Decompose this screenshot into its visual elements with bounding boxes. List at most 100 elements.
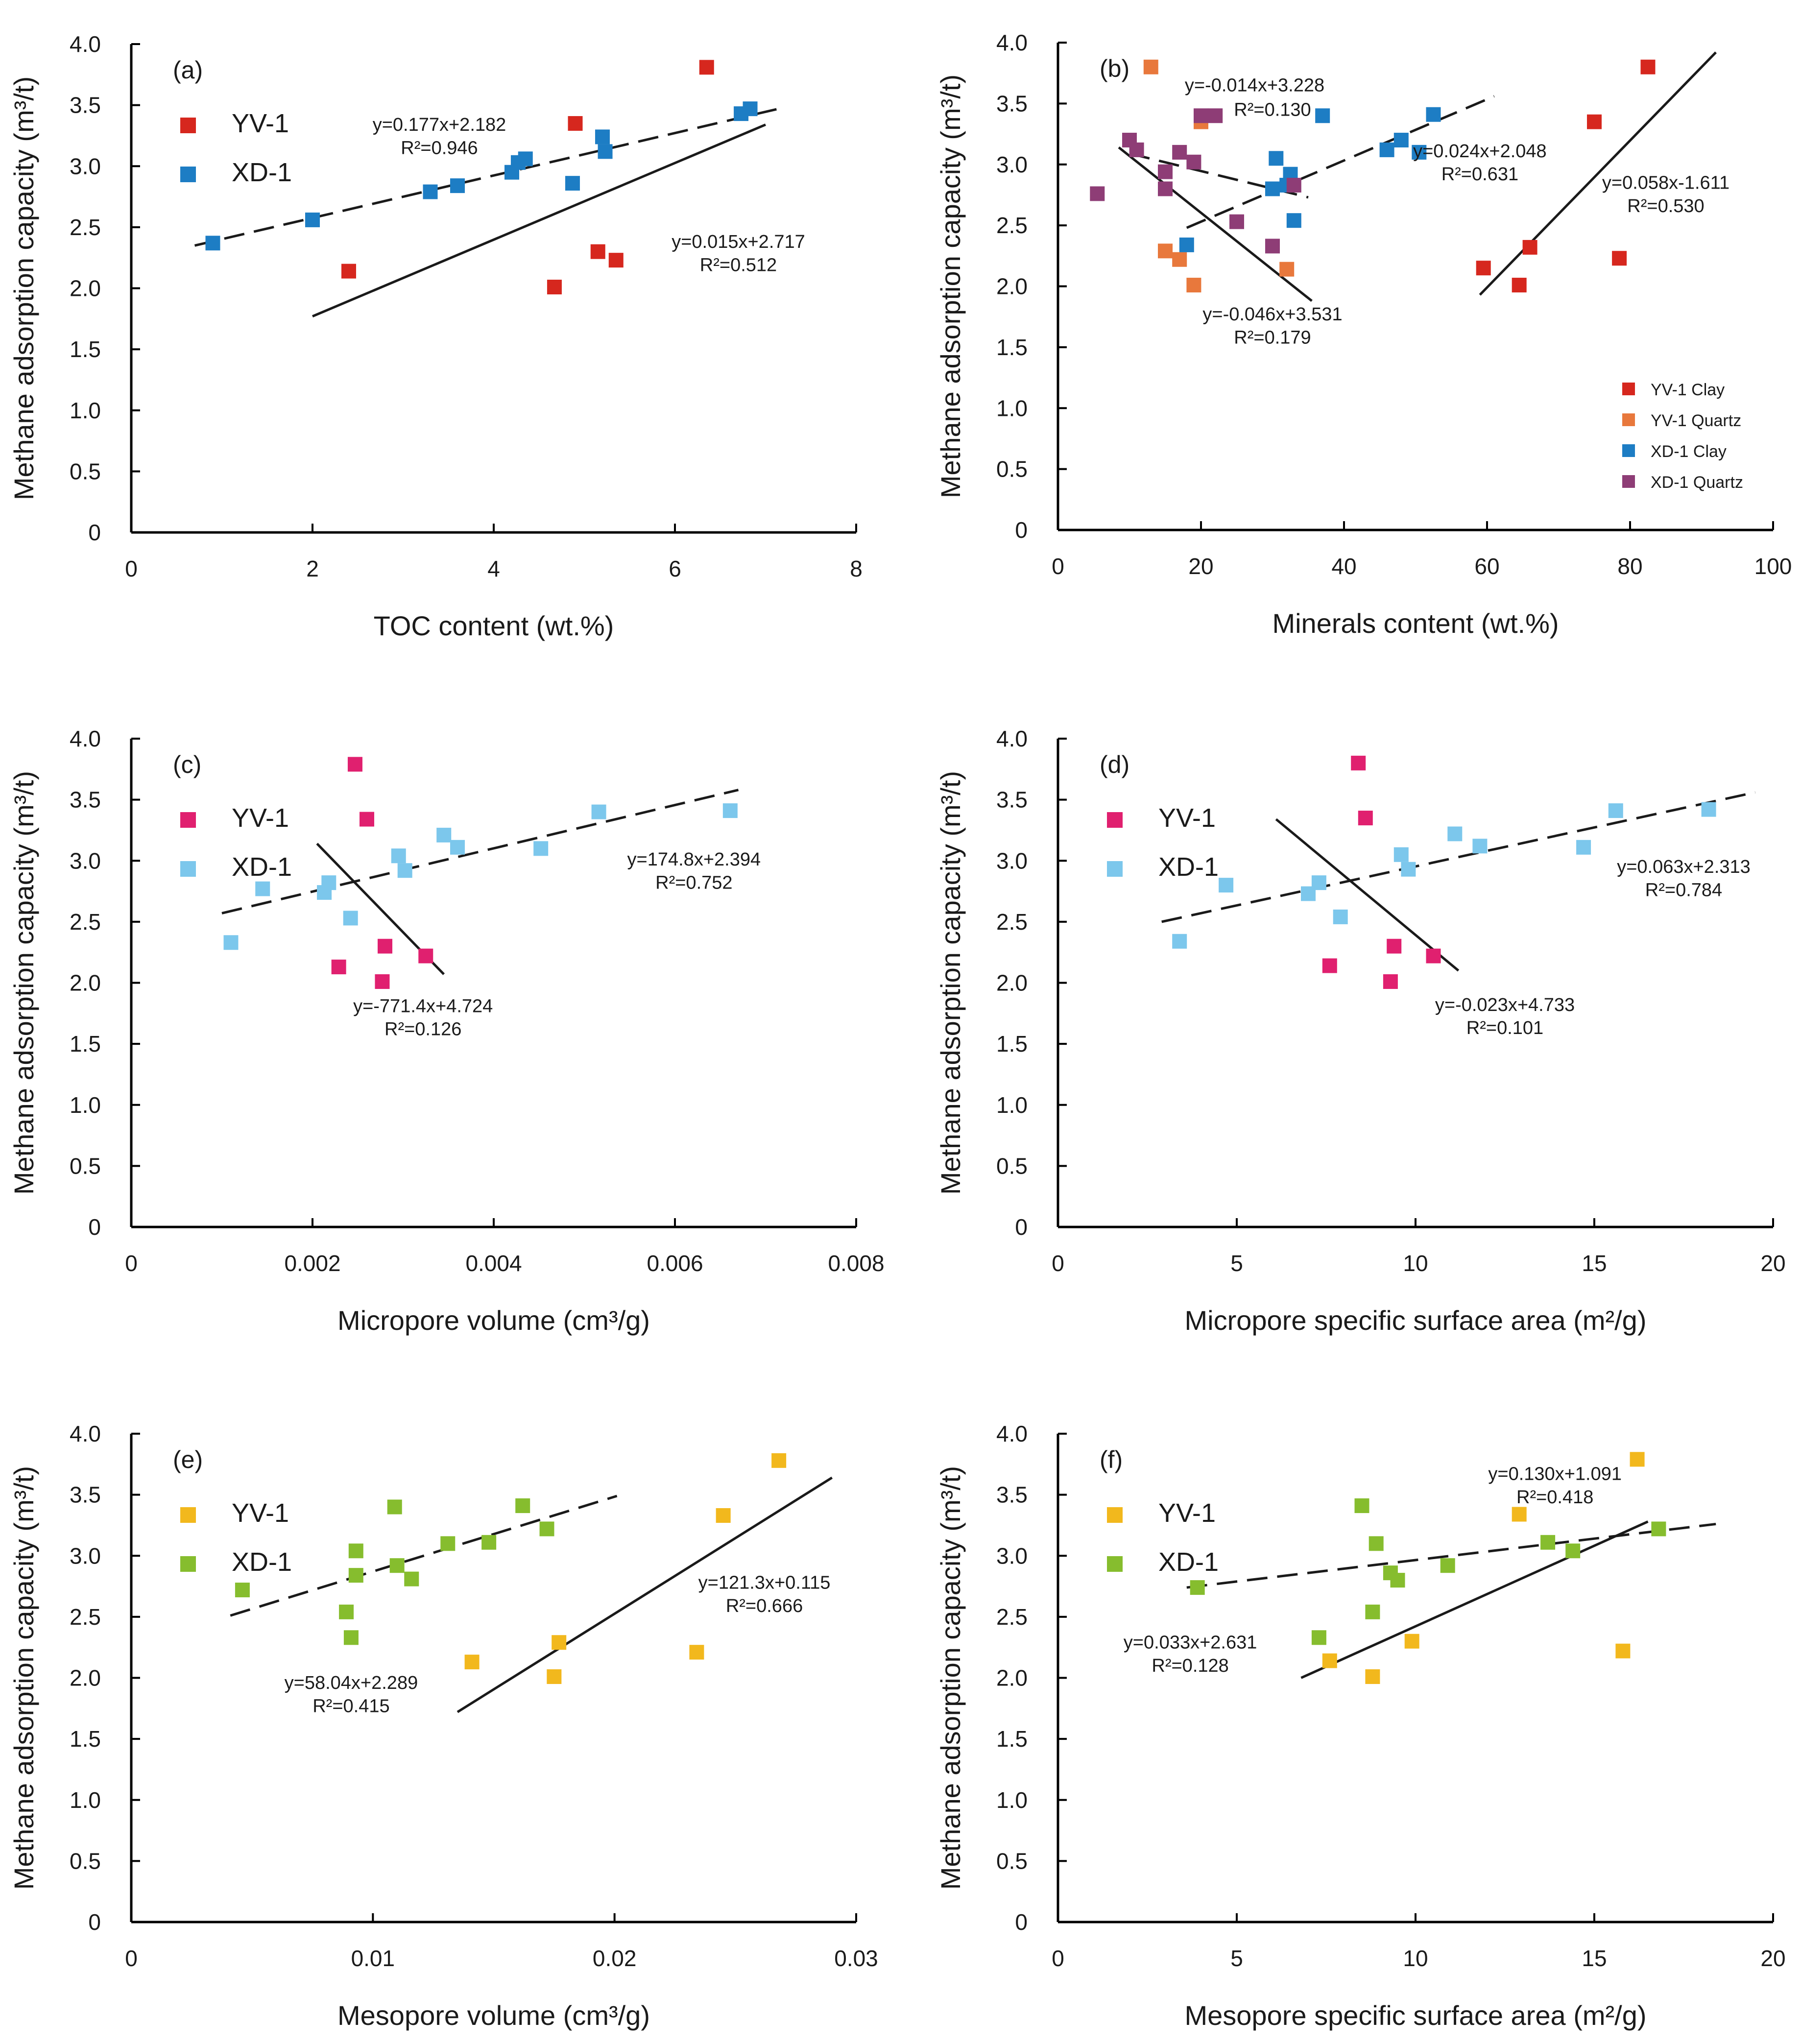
data-point-xd-1 [1312,875,1326,890]
data-point-xd-1-clay [1426,107,1441,122]
data-point-xd-1 [1576,840,1591,855]
data-point-yv-1 [591,244,605,259]
data-point-xd-1-clay [1179,238,1194,252]
y-axis-title: Methane adsorption capacity (m³/t) [8,76,39,500]
data-point-xd-1-quartz [1129,143,1144,157]
panel-label: (c) [173,751,201,778]
regression-annotation: R²=0.752 [655,873,732,893]
regression-annotation: R²=0.415 [312,1696,389,1716]
x-tick-label: 0.002 [284,1250,340,1276]
data-point-yv-1 [1358,811,1373,825]
panel-a: 0 0.5 1.0 1.5 2.0 2.5 3.0 3.5 4.0 0 2 4 6 8 TOC conten… [8,31,863,641]
regression-annotation: y=121.3x+0.115 [698,1573,831,1593]
data-point-xd-1 [533,841,548,856]
legend-swatch [1622,475,1635,488]
data-point-xd-1-quartz [1090,186,1105,201]
data-point-xd-1 [450,840,465,855]
trendline-solid [1301,1521,1648,1678]
data-point-xd-1 [1365,1605,1380,1619]
data-point-yv-1-quartz [1186,278,1201,292]
y-tick-label: 3.5 [996,787,1028,813]
regression-annotation: y=-0.023x+4.733 [1435,995,1575,1015]
trendline-solid [312,125,766,316]
regression-annotation: R²=0.631 [1441,164,1518,185]
x-tick-label: 8 [850,556,863,581]
data-point-xd-1 [349,1543,363,1558]
legend-label: YV-1 [1158,1498,1216,1528]
x-tick-label: 2 [306,556,319,581]
y-tick-label: 0.5 [70,1153,101,1178]
trendline-dashed [1187,96,1494,228]
data-point-xd-1-clay [1315,108,1330,123]
panel-label: (e) [173,1446,203,1473]
x-tick-label: 100 [1754,553,1792,579]
x-tick-label: 0 [1052,553,1064,579]
data-point-xd-1 [1702,802,1716,817]
x-axis-title: Minerals content (wt.%) [1272,608,1559,639]
data-point-xd-1-clay [1269,151,1283,166]
y-axis-title: Methane adsorption capacity (m³/t) [8,1466,39,1890]
data-point-yv-1-clay [1476,261,1491,275]
x-axis-title: Mesopore volume (cm³/g) [337,2000,650,2031]
data-point-xd-1-quartz [1229,215,1244,229]
y-tick-label: 4.0 [996,726,1028,751]
regression-annotation: y=0.063x+2.313 [1617,857,1751,877]
y-tick-label: 0 [1015,1214,1028,1240]
y-tick-label: 2.5 [996,1604,1028,1630]
data-point-xd-1-quartz [1158,182,1173,196]
data-point-xd-1 [595,129,610,144]
y-tick-label: 0.5 [70,1848,101,1874]
regression-annotation: y=-0.014x+3.228 [1185,75,1324,96]
y-tick-label: 1.5 [996,1726,1028,1752]
data-point-yv-1 [1630,1452,1645,1467]
panel-e: 0 0.5 1.0 1.5 2.0 2.5 3.0 3.5 4.0 0 0.01 0.02 0.03 Me… [8,1421,878,2031]
data-point-xd-1 [404,1572,419,1587]
data-point-xd-1 [1609,803,1623,818]
data-point-xd-1 [390,1558,405,1573]
y-tick-label: 3.0 [996,1543,1028,1568]
data-point-xd-1 [518,151,533,166]
y-tick-label: 3.5 [996,1482,1028,1508]
y-tick-label: 1.0 [70,1092,101,1118]
data-point-yv-1 [1322,959,1337,973]
y-axis-title: Methane adsorption capacity (m³/t) [8,771,39,1195]
x-tick-label: 20 [1760,1250,1785,1276]
trendline-solid [457,1478,832,1712]
legend-swatch [1622,383,1635,395]
x-tick-label: 6 [669,556,681,581]
legend-label: XD-1 Clay [1651,442,1727,461]
data-point-xd-1 [1401,862,1416,877]
data-point-xd-1 [481,1535,496,1550]
regression-annotation: R²=0.130 [1234,99,1311,120]
regression-annotation: y=-771.4x+4.724 [353,996,493,1016]
data-point-yv-1 [1351,756,1366,770]
data-point-xd-1 [398,863,412,878]
y-tick-label: 4.0 [70,31,101,57]
data-point-xd-1-clay [1394,133,1409,147]
data-point-xd-1 [391,848,406,863]
data-point-yv-1-quartz [1144,60,1158,74]
data-point-yv-1-clay [1512,278,1527,292]
x-tick-label: 20 [1188,553,1213,579]
data-point-yv-1-quartz [1158,243,1173,258]
y-tick-label: 0.5 [996,457,1028,482]
data-point-xd-1 [1391,1573,1405,1587]
x-tick-label: 40 [1331,553,1356,579]
legend-swatch [1107,812,1123,828]
x-tick-label: 4 [487,556,500,581]
x-axis-title: Micropore volume (cm³/g) [337,1305,650,1336]
panel-f: 00.51.01.52.02.53.03.54.00 5 10 15 20Mesopor… [935,1421,1786,2031]
panel-c: 00.51.01.52.02.53.03.54.00 0.002 0.004 0.00… [8,726,885,1336]
y-tick-label: 2.0 [70,970,101,996]
x-axis-title: Micropore specific surface area (m²/g) [1185,1305,1647,1336]
regression-annotation: R²=0.530 [1627,196,1704,216]
trendline-solid [1119,147,1312,301]
legend-label: XD-1 [1158,1547,1219,1577]
data-point-xd-1 [255,882,270,896]
data-point-xd-1 [436,828,451,842]
data-point-yv-1 [1383,974,1398,989]
data-point-yv-1 [348,757,362,771]
y-tick-label: 2.5 [70,1604,101,1630]
regression-annotation: R²=0.418 [1516,1487,1593,1508]
y-tick-label: 1.0 [70,1787,101,1813]
